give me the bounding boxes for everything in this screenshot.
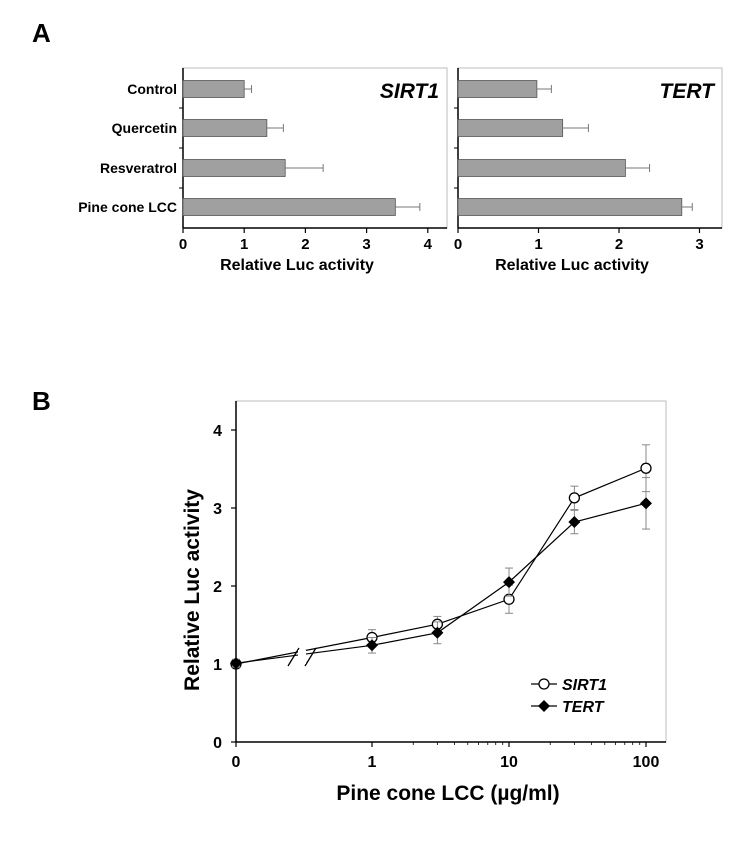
y-tick-label: 2 (213, 579, 222, 596)
panel-label-a: A (32, 18, 51, 48)
x-tick-label: 3 (695, 236, 703, 253)
data-point (640, 462, 652, 474)
bar (182, 80, 245, 98)
bar (457, 159, 626, 177)
y-tick-label: 1 (213, 657, 222, 674)
bar (182, 119, 268, 137)
x-tick-label: 0 (179, 236, 187, 253)
series-line (235, 502, 647, 664)
y-tick-label: 4 (213, 423, 222, 440)
axis-break-mark (304, 647, 317, 667)
x-tick-label: 1 (240, 236, 248, 253)
x-tick-label: 2 (615, 236, 623, 253)
bar (457, 80, 538, 98)
category-label: Resveratrol (100, 160, 177, 176)
x-tick-label: 10 (500, 754, 518, 771)
legend-label: SIRT1 (562, 677, 607, 694)
x-tick-label: 2 (301, 236, 309, 253)
bar (182, 198, 396, 216)
data-point (568, 516, 581, 529)
bar (457, 119, 564, 137)
x-axis-label: Pine cone LCC (µg/ml) (336, 782, 559, 805)
data-point (640, 497, 652, 510)
axis-break-gap (298, 650, 306, 664)
bar (182, 159, 286, 177)
y-axis-label: Relative Luc activity (181, 489, 204, 691)
x-tick-label: 3 (362, 236, 370, 253)
x-tick-label: 0 (454, 236, 462, 253)
chart-title: SIRT1 (380, 80, 439, 103)
panel-label-b: B (32, 386, 51, 416)
x-tick-label: 4 (424, 236, 433, 253)
data-point (230, 657, 242, 670)
chart-title: TERT (660, 80, 717, 103)
axis-break-mark (287, 647, 300, 667)
data-point (503, 576, 515, 589)
data-point (431, 626, 444, 639)
data-point (568, 492, 581, 504)
x-tick-label: 1 (534, 236, 542, 253)
x-tick-label: 0 (232, 754, 241, 771)
bar (457, 198, 683, 216)
x-axis-label: Relative Luc activity (495, 257, 649, 274)
category-label: Control (127, 81, 177, 97)
legend-label: TERT (562, 699, 605, 716)
legend-marker (538, 700, 550, 712)
y-tick-label: 3 (213, 501, 222, 518)
y-tick-label: 0 (213, 735, 222, 752)
category-label: Quercetin (112, 120, 177, 136)
series-line (235, 467, 647, 665)
x-tick-label: 100 (633, 754, 660, 771)
x-tick-label: 1 (368, 754, 377, 771)
x-axis-label: Relative Luc activity (220, 257, 374, 274)
legend-marker (538, 678, 550, 690)
data-point (366, 639, 378, 652)
category-label: Pine cone LCC (78, 199, 177, 215)
panel-a: A SIRT1 Control Quercetin Resveratrol Pine co… (32, 18, 723, 274)
panel-b: B 0 1 2 3 4 0 1 10 100 SIRT1 TERT Pine cone LCC (µg/… (32, 386, 667, 805)
